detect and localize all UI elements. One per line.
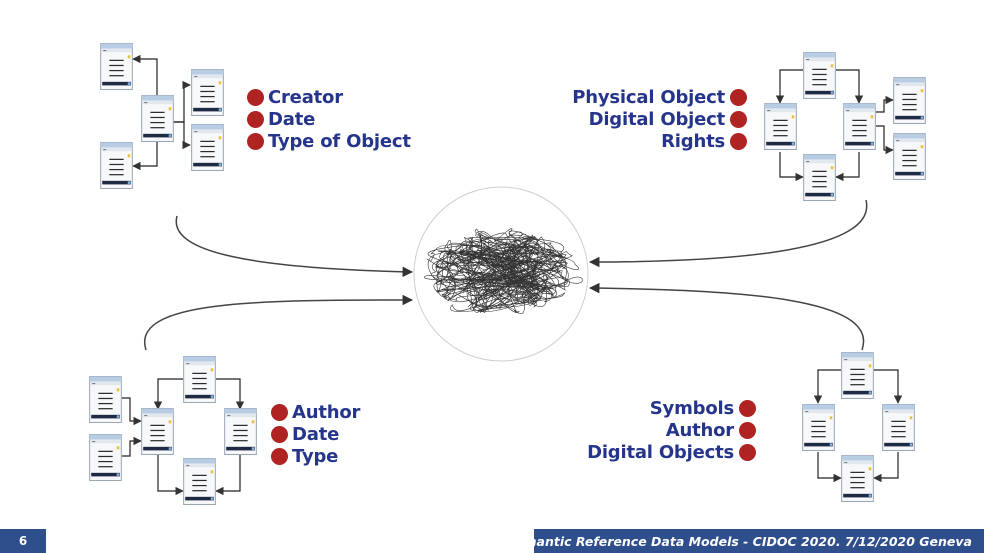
bullet-icon (247, 88, 264, 106)
flow-arrow-top-left (175, 215, 414, 278)
attribute-item: Type (271, 445, 360, 467)
bullet-icon (271, 425, 288, 443)
flow-arrow-bottom-left (143, 294, 414, 351)
bullet-icon (739, 443, 756, 461)
attribute-item: Rights (572, 130, 747, 152)
schema-cluster-bottom-left (122, 378, 245, 496)
schema-table-icon (183, 356, 216, 403)
attribute-item: Digital Objects (587, 441, 756, 463)
bullet-icon (271, 447, 288, 465)
attribute-item: Type of Object (247, 130, 411, 152)
bullet-icon (247, 110, 264, 128)
attribute-item: Creator (247, 86, 411, 108)
schema-table-icon (882, 404, 915, 451)
schema-table-icon (764, 103, 797, 150)
attribute-item: Symbols (587, 397, 756, 419)
schema-table-icon (89, 376, 122, 423)
attribute-item: Author (271, 401, 360, 423)
schema-table-icon (89, 434, 122, 481)
bullet-icon (247, 132, 264, 150)
flow-arrow-bottom-right (588, 282, 865, 351)
schema-table-icon (141, 408, 174, 455)
schema-table-icon (802, 404, 835, 451)
scribble-path (423, 228, 583, 314)
bullet-icon (730, 132, 747, 150)
schema-table-icon (141, 95, 174, 142)
flow-arrows (143, 199, 868, 351)
schema-table-icon (803, 154, 836, 201)
schema-table-icon (100, 142, 133, 189)
bullet-icon (730, 88, 747, 106)
attribute-item: Physical Object (572, 86, 747, 108)
schema-table-icon (841, 352, 874, 399)
attribute-item: Digital Object (572, 108, 747, 130)
schema-table-icon (841, 455, 874, 502)
tangled-data-scribble (423, 228, 583, 314)
schema-cluster-bottom-right (813, 369, 903, 483)
footer-caption: Semantic Reference Data Models - CIDOC 2… (506, 529, 984, 553)
schema-table-icon (224, 408, 257, 455)
attribute-list-top-left: Creator Date Type of Object (247, 86, 411, 152)
schema-cluster-top-right (775, 69, 894, 182)
schema-table-icon (803, 52, 836, 99)
attribute-item: Date (271, 423, 360, 445)
bullet-icon (739, 421, 756, 439)
attribute-item: Date (247, 108, 411, 130)
attribute-list-top-right: Physical Object Digital Object Rights (572, 86, 747, 152)
bullet-icon (739, 399, 756, 417)
flow-arrow-top-right (588, 199, 868, 268)
schema-table-icon (893, 133, 926, 180)
schema-table-icon (843, 103, 876, 150)
slide-number: 6 (0, 529, 46, 553)
bullet-icon (730, 110, 747, 128)
schema-table-icon (191, 124, 224, 171)
schema-table-icon (191, 69, 224, 116)
schema-table-icon (100, 43, 133, 90)
attribute-list-bottom-right: Symbols Author Digital Objects (587, 397, 756, 463)
bullet-icon (271, 403, 288, 421)
attribute-item: Author (587, 419, 756, 441)
attribute-list-bottom-left: Author Date Type (271, 401, 360, 467)
schema-table-icon (893, 77, 926, 124)
schema-table-icon (183, 458, 216, 505)
schema-cluster-top-left (132, 54, 191, 171)
